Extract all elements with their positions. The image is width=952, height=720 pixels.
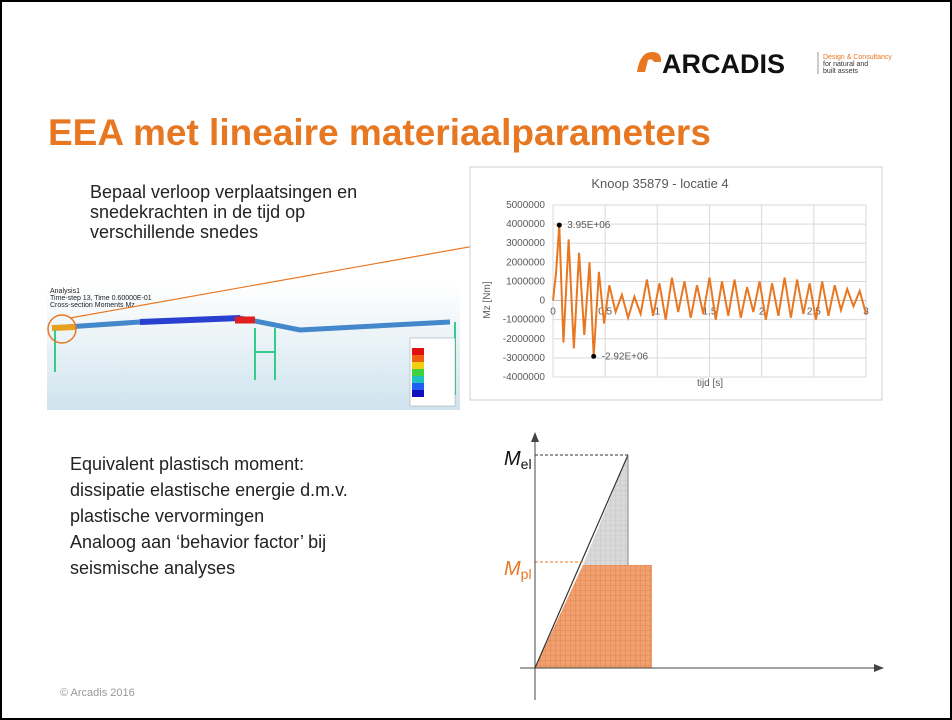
symbol: M bbox=[504, 558, 521, 580]
body-text: plastische vervormingen bbox=[70, 506, 264, 526]
annotation-label: -2.92E+06 bbox=[602, 351, 649, 362]
y-tick-label: -3000000 bbox=[503, 353, 546, 364]
body-text: seismische analyses bbox=[70, 558, 235, 578]
tagline: for natural and bbox=[823, 61, 868, 68]
fem-label: Time-step 13, Time 0.60000E-01 bbox=[50, 295, 152, 302]
intro-text: snedekrachten in de tijd op bbox=[90, 202, 305, 222]
fem-label: Cross-section Moments Mz bbox=[50, 302, 135, 309]
y-tick-label: 4000000 bbox=[506, 219, 545, 230]
fem-label: Analysis1 bbox=[50, 288, 80, 295]
tagline: built assets bbox=[823, 68, 859, 75]
y-tick-label: -1000000 bbox=[503, 315, 546, 326]
fem-colorbar bbox=[410, 338, 455, 406]
footer: © Arcadis 2016 bbox=[60, 687, 135, 699]
subscript: el bbox=[521, 456, 532, 472]
fem-image: Analysis1 Time-step 13, Time 0.60000E-01… bbox=[47, 285, 460, 410]
y-tick-label: 2000000 bbox=[506, 257, 545, 268]
y-tick-label: 1000000 bbox=[506, 276, 545, 287]
chart-title: Knoop 35879 - locatie 4 bbox=[591, 176, 728, 191]
page: ARCADIS Design & Consultancy for natural… bbox=[0, 0, 952, 720]
tagline: Design & Consultancy bbox=[823, 54, 892, 61]
fem-beam bbox=[140, 318, 240, 322]
intro-text: Bepaal verloop verplaatsingen en bbox=[90, 182, 357, 202]
annotation-marker bbox=[557, 223, 562, 228]
logo: ARCADIS bbox=[662, 49, 785, 79]
fem-beam bbox=[52, 327, 75, 328]
intro-text: verschillende snedes bbox=[90, 222, 258, 242]
y-tick-label: 0 bbox=[539, 296, 545, 307]
y-tick-label: -2000000 bbox=[503, 334, 546, 345]
subscript: pl bbox=[521, 566, 532, 582]
y-axis-label: Mz [Nm] bbox=[482, 281, 493, 318]
annotation-label: 3.95E+06 bbox=[567, 220, 611, 231]
body-text: dissipatie elastische energie d.m.v. bbox=[70, 480, 348, 500]
x-tick-label: 0 bbox=[550, 307, 556, 318]
body-text: Analoog aan ‘behavior factor’ bij bbox=[70, 532, 326, 552]
y-tick-label: 3000000 bbox=[506, 238, 545, 249]
y-tick-label: -4000000 bbox=[503, 372, 546, 383]
slide: ARCADIS Design & Consultancy for natural… bbox=[0, 0, 952, 720]
slide-title: EEA met lineaire materiaalparameters bbox=[48, 112, 711, 153]
symbol: M bbox=[504, 448, 521, 470]
y-tick-label: 5000000 bbox=[506, 200, 545, 211]
body-text: Equivalent plastisch moment: bbox=[70, 454, 304, 474]
annotation-marker bbox=[591, 354, 596, 359]
x-axis-label: tijd [s] bbox=[697, 378, 723, 389]
